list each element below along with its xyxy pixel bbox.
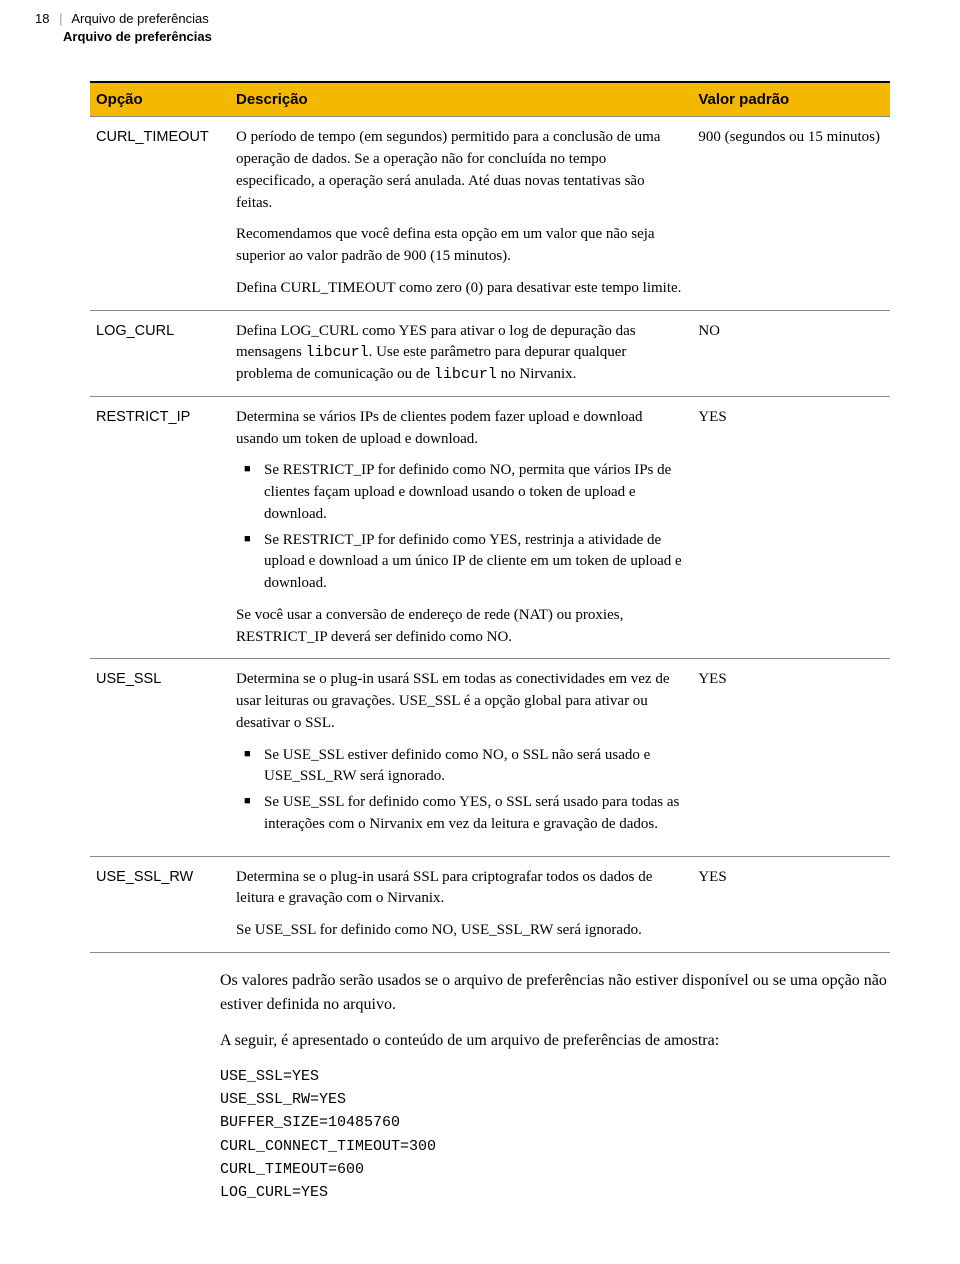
list-item: Se USE_SSL for definido como YES, o SSL … xyxy=(236,792,682,836)
option-description: Determina se o plug-in usará SSL em toda… xyxy=(230,659,692,856)
table-row: USE_SSL_RW Determina se o plug-in usará … xyxy=(90,856,890,952)
after-paragraph: Os valores padrão serão usados se o arqu… xyxy=(220,969,890,1017)
header-divider: | xyxy=(59,10,62,28)
option-name: CURL_TIMEOUT xyxy=(90,117,230,310)
desc-paragraph: Defina CURL_TIMEOUT como zero (0) para d… xyxy=(236,278,682,300)
desc-paragraph: Determina se o plug-in usará SSL em toda… xyxy=(236,669,682,734)
text-span: no Nirvanix. xyxy=(497,366,577,382)
col-description: Descrição xyxy=(230,82,692,117)
table-header-row: Opção Descrição Valor padrão xyxy=(90,82,890,117)
header-line-1: Arquivo de preferências xyxy=(71,11,208,26)
option-default: 900 (segundos ou 15 minutos) xyxy=(692,117,890,310)
after-paragraph: A seguir, é apresentado o conteúdo de um… xyxy=(220,1029,890,1053)
list-item: Se RESTRICT_IP for definido como NO, per… xyxy=(236,460,682,525)
page-number: 18 xyxy=(35,10,49,28)
table-row: LOG_CURL Defina LOG_CURL como YES para a… xyxy=(90,310,890,396)
option-description: Defina LOG_CURL como YES para ativar o l… xyxy=(230,310,692,396)
option-default: YES xyxy=(692,396,890,659)
desc-paragraph: Determina se vários IPs de clientes pode… xyxy=(236,407,682,451)
option-name: RESTRICT_IP xyxy=(90,396,230,659)
desc-paragraph: Defina LOG_CURL como YES para ativar o l… xyxy=(236,321,682,386)
col-default: Valor padrão xyxy=(692,82,890,117)
desc-paragraph: O período de tempo (em segundos) permiti… xyxy=(236,127,682,214)
table-row: USE_SSL Determina se o plug-in usará SSL… xyxy=(90,659,890,856)
options-table: Opção Descrição Valor padrão CURL_TIMEOU… xyxy=(90,81,890,953)
list-item: Se USE_SSL estiver definido como NO, o S… xyxy=(236,745,682,789)
table-row: RESTRICT_IP Determina se vários IPs de c… xyxy=(90,396,890,659)
option-name: USE_SSL xyxy=(90,659,230,856)
option-default: YES xyxy=(692,659,890,856)
code-block: USE_SSL=YES USE_SSL_RW=YES BUFFER_SIZE=1… xyxy=(220,1065,890,1205)
col-option: Opção xyxy=(90,82,230,117)
list-item: Se RESTRICT_IP for definido como YES, re… xyxy=(236,530,682,595)
desc-paragraph: Se USE_SSL for definido como NO, USE_SSL… xyxy=(236,920,682,942)
code-inline: libcurl xyxy=(434,366,497,383)
desc-paragraph: Determina se o plug-in usará SSL para cr… xyxy=(236,867,682,911)
option-name: LOG_CURL xyxy=(90,310,230,396)
table-row: CURL_TIMEOUT O período de tempo (em segu… xyxy=(90,117,890,310)
option-description: Determina se vários IPs de clientes pode… xyxy=(230,396,692,659)
desc-list: Se USE_SSL estiver definido como NO, o S… xyxy=(236,745,682,836)
option-name: USE_SSL_RW xyxy=(90,856,230,952)
option-description: Determina se o plug-in usará SSL para cr… xyxy=(230,856,692,952)
page-header: 18 | Arquivo de preferências Arquivo de … xyxy=(35,10,890,46)
option-description: O período de tempo (em segundos) permiti… xyxy=(230,117,692,310)
code-inline: libcurl xyxy=(306,344,369,361)
desc-paragraph: Se você usar a conversão de endereço de … xyxy=(236,605,682,649)
option-default: NO xyxy=(692,310,890,396)
after-table-section: Os valores padrão serão usados se o arqu… xyxy=(90,969,890,1205)
option-default: YES xyxy=(692,856,890,952)
desc-list: Se RESTRICT_IP for definido como NO, per… xyxy=(236,460,682,595)
header-line-2: Arquivo de preferências xyxy=(63,29,212,44)
desc-paragraph: Recomendamos que você defina esta opção … xyxy=(236,224,682,268)
